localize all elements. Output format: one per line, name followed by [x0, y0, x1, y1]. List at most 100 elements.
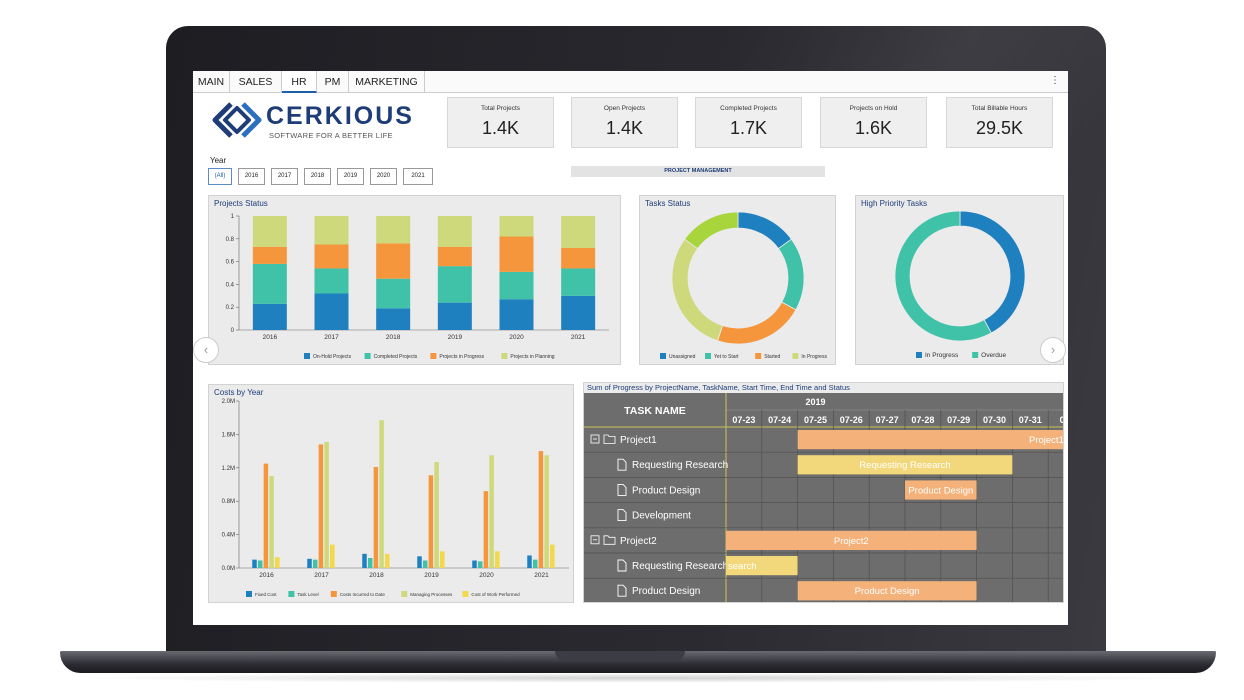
legend-label: Projects in Progress — [439, 354, 484, 360]
tab-hr[interactable]: HR — [282, 71, 317, 93]
bar-segment — [437, 302, 472, 330]
tab-main[interactable]: MAIN — [193, 71, 230, 93]
gantt-bar-label: Project1 — [1029, 435, 1064, 446]
legend-swatch — [972, 352, 979, 358]
year-option-2018[interactable]: 2018 — [304, 168, 331, 185]
tab-sales[interactable]: SALES — [230, 71, 282, 93]
year-option-2019[interactable]: 2019 — [337, 168, 364, 185]
donut-slice — [894, 210, 992, 342]
kpi-value: 1.4K — [481, 118, 520, 138]
bar-segment — [499, 216, 534, 237]
year-filter-label: Year — [210, 156, 227, 165]
gantt-task-header: TASK NAME — [624, 405, 686, 417]
folder-icon — [603, 535, 616, 545]
gantt-date-header: 07-23 — [732, 415, 755, 425]
gantt-date-header: 07-30 — [983, 415, 1006, 425]
legend-label: Yet to Start — [714, 354, 739, 360]
kpi-value: 1.7K — [729, 118, 768, 138]
company-logo: CERKIOUS SOFTWARE FOR A BETTER LIFE — [211, 98, 414, 148]
gantt-date-header: 07-25 — [804, 415, 827, 425]
legend-label: Cost of Work Performed — [471, 592, 520, 597]
bar — [269, 476, 274, 568]
bar-segment — [314, 244, 349, 269]
donut-slice — [737, 211, 792, 250]
bar — [428, 475, 434, 568]
year-option-2021[interactable]: 2021 — [403, 168, 433, 185]
bar — [483, 491, 489, 568]
collapse-icon — [590, 535, 600, 545]
y-tick-label: 0.6 — [226, 260, 235, 266]
bar — [330, 544, 335, 568]
file-icon — [617, 483, 627, 496]
legend-swatch — [462, 591, 469, 597]
gantt-bar-label: Requesting Research — [859, 460, 950, 471]
bar-segment — [561, 268, 596, 296]
tasks-status-chart: Unassigned Yet to Start Started In Progress — [660, 211, 827, 360]
legend-label: Unassigned — [669, 354, 696, 360]
bar-segment — [252, 246, 287, 264]
bar-segment — [376, 278, 411, 309]
y-tick-label: 1 — [231, 214, 235, 220]
gantt-grid: TASK NAME 2019 07-23 07-24 07-25 07-26 07-27 07… — [584, 393, 1064, 602]
carousel-prev-button[interactable]: ‹ — [193, 337, 219, 363]
more-menu-icon[interactable]: ⋮ — [1050, 75, 1060, 86]
y-tick-label: 0.2 — [226, 305, 235, 311]
kpi-label: Projects on Hold — [849, 105, 898, 112]
tab-pm[interactable]: PM — [317, 71, 349, 93]
legend-swatch — [660, 353, 666, 359]
panel-title: Tasks Status — [645, 199, 691, 208]
bar-segment — [376, 243, 411, 279]
legend-swatch — [288, 591, 295, 597]
legend-swatch — [792, 353, 799, 359]
bar-segment — [437, 266, 472, 303]
legend-label: Task Level — [297, 592, 318, 597]
x-tick-label: 2017 — [324, 334, 339, 341]
high-priority-panel: High Priority Tasks In Progress Overdue — [855, 195, 1064, 365]
bar — [538, 451, 544, 568]
kpi-total-projects: Total Projects 1.4K — [447, 97, 554, 148]
costs-by-year-chart: 0.0M 0.4M 0.8M 1.2M 1.6M 2.0M 2016 2017 2018 2019… — [222, 399, 569, 597]
bar-segment — [252, 263, 287, 304]
x-tick-label: 2020 — [479, 572, 494, 579]
year-option-2020[interactable]: 2020 — [370, 168, 397, 185]
gantt-bar — [797, 455, 1013, 475]
legend-label: Fixed Cost — [255, 592, 277, 597]
bar — [434, 461, 439, 568]
gantt-bar — [905, 480, 977, 500]
kpi-value: 29.5K — [975, 118, 1024, 138]
carousel-next-button[interactable]: › — [1040, 337, 1066, 363]
year-option-2016[interactable]: 2016 — [238, 168, 265, 185]
legend-swatch — [755, 353, 762, 359]
gantt-bar — [797, 430, 1063, 450]
donut-slice — [671, 238, 724, 342]
bar-segment — [314, 268, 349, 294]
legend-label: Costs Incurred to Date — [340, 592, 386, 597]
legend-swatch — [705, 353, 711, 359]
x-tick-label: 2018 — [369, 572, 384, 579]
x-tick-label: 2020 — [509, 334, 524, 341]
gantt-row-label: Product Design — [632, 485, 700, 496]
year-option-all[interactable]: (All) — [208, 168, 232, 185]
logo-name: CERKIOUS — [266, 102, 414, 130]
bar-segment — [376, 308, 411, 330]
gantt-row-label: Product Design — [632, 586, 700, 597]
file-icon — [617, 458, 627, 471]
bar — [379, 420, 384, 568]
gantt-bar-label: Project2 — [834, 536, 869, 547]
tab-marketing[interactable]: MARKETING — [349, 71, 425, 93]
file-icon — [617, 559, 627, 572]
collapse-icon — [590, 434, 600, 444]
bar-segment — [252, 303, 287, 330]
y-tick-label: 0.4 — [226, 282, 235, 288]
legend-label: In Progress — [925, 352, 959, 359]
x-tick-label: 2021 — [534, 572, 549, 579]
kpi-label: Total Billable Hours — [971, 105, 1028, 112]
bar-segment — [561, 216, 596, 248]
gantt-row-label: Project2 — [620, 536, 657, 547]
x-tick-label: 2017 — [314, 572, 329, 579]
year-option-2017[interactable]: 2017 — [271, 168, 298, 185]
gantt-date-header: 07-24 — [768, 415, 791, 425]
legend-label: Overdue — [981, 352, 1006, 359]
donut-slice — [684, 211, 739, 250]
gantt-date-header: 07-29 — [947, 415, 970, 425]
